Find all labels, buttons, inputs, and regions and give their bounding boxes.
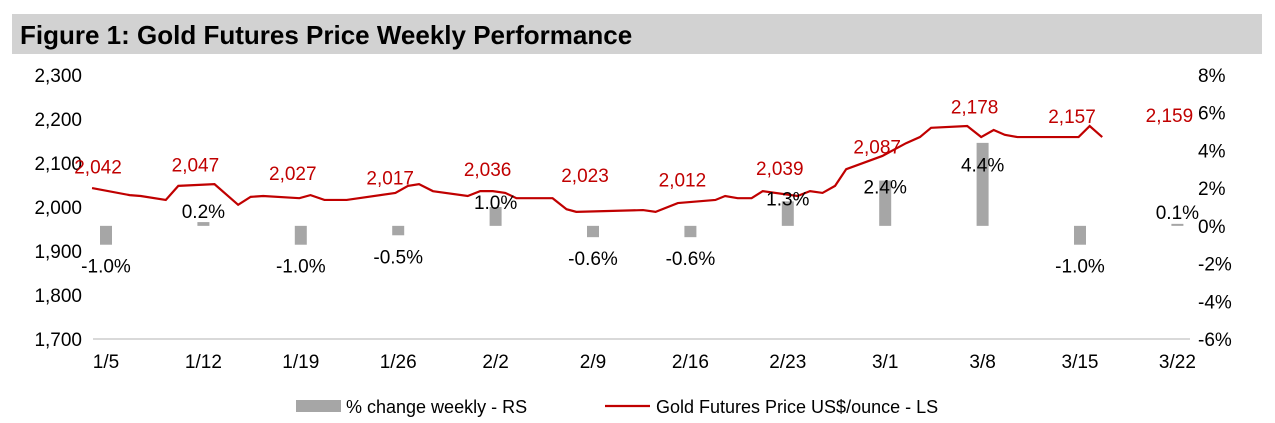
percent-data-label: -0.5% — [373, 247, 423, 268]
left-axis-tick: 2,300 — [34, 66, 82, 87]
legend-label-weekly-change: % change weekly - RS — [346, 397, 527, 417]
gold-price-line — [91, 124, 1103, 213]
price-data-label: 2,039 — [756, 159, 804, 180]
price-data-label: 2,017 — [366, 169, 414, 190]
weekly-change-bar — [1171, 223, 1184, 226]
weekly-change-bar — [1074, 225, 1086, 245]
price-data-label: 2,042 — [74, 158, 122, 179]
x-axis-tick: 2/2 — [482, 352, 508, 373]
x-axis-tick: 1/26 — [380, 352, 417, 373]
x-axis-tick: 3/1 — [872, 352, 898, 373]
weekly-change-bar — [197, 222, 210, 226]
x-axis-tick: 2/23 — [769, 352, 806, 373]
x-axis-tick: 3/22 — [1159, 352, 1196, 373]
price-data-label: 2,157 — [1048, 107, 1096, 128]
weekly-change-bar — [684, 225, 697, 238]
percent-data-label: -1.0% — [81, 257, 131, 278]
legend-bar-swatch — [296, 400, 341, 412]
x-axis-tick: 3/8 — [969, 352, 995, 373]
percent-data-label: 1.3% — [766, 190, 809, 211]
price-data-label: 2,159 — [1146, 106, 1194, 127]
x-axis-tick: 1/5 — [93, 352, 119, 373]
price-data-label: 2,087 — [853, 138, 901, 159]
price-data-label: 2,036 — [464, 160, 512, 181]
left-axis-tick: 1,900 — [34, 242, 82, 263]
weekly-change-bar — [879, 180, 892, 226]
x-axis-tick: 3/15 — [1062, 352, 1099, 373]
right-axis-tick: 8% — [1198, 66, 1226, 87]
price-data-label: 2,047 — [172, 155, 220, 176]
weekly-change-bar — [976, 142, 989, 226]
right-axis-tick: -6% — [1198, 330, 1232, 351]
percent-data-label: -1.0% — [1055, 257, 1105, 278]
left-axis-tick: 2,000 — [34, 198, 82, 219]
x-axis-tick: 1/19 — [282, 352, 319, 373]
chart-title: Figure 1: Gold Futures Price Weekly Perf… — [20, 20, 633, 50]
left-axis-tick: 2,200 — [34, 110, 82, 131]
weekly-change-bar — [100, 225, 112, 245]
right-axis-tick: 0% — [1198, 217, 1226, 238]
percent-data-label: 0.2% — [182, 202, 225, 223]
weekly-change-bar — [392, 225, 405, 236]
right-axis-tick: 4% — [1198, 141, 1226, 162]
price-data-label: 2,023 — [561, 166, 609, 187]
x-axis-tick: 2/16 — [672, 352, 709, 373]
weekly-change-bar — [587, 225, 599, 238]
right-axis-tick: 6% — [1198, 104, 1226, 125]
right-axis-tick: -4% — [1198, 292, 1232, 313]
percent-data-label: 4.4% — [961, 156, 1004, 177]
right-axis-tick: -2% — [1198, 255, 1232, 276]
chart-title-bar: Figure 1: Gold Futures Price Weekly Perf… — [12, 14, 1262, 54]
price-data-label: 2,012 — [659, 171, 707, 192]
weekly-change-bar — [489, 207, 502, 226]
percent-data-label: -0.6% — [666, 249, 716, 270]
percent-data-label: -0.6% — [568, 249, 618, 270]
right-axis-tick: 2% — [1198, 179, 1226, 200]
percent-data-label: -1.0% — [276, 257, 326, 278]
percent-data-label: 0.1% — [1156, 203, 1199, 224]
legend-label-gold-price: Gold Futures Price US$/ounce - LS — [656, 397, 938, 417]
left-axis-tick: 1,700 — [34, 330, 82, 351]
left-axis-tick: 1,800 — [34, 286, 82, 307]
price-data-label: 2,178 — [951, 98, 999, 119]
x-axis-tick: 2/9 — [580, 352, 606, 373]
weekly-change-bar — [781, 201, 794, 226]
x-axis-tick: 1/12 — [185, 352, 222, 373]
left-axis-tick: 2,100 — [34, 154, 82, 175]
percent-data-label: 1.0% — [474, 193, 517, 214]
price-data-label: 2,027 — [269, 164, 317, 185]
percent-data-label: 2.4% — [864, 178, 907, 199]
weekly-change-bar — [294, 225, 307, 245]
